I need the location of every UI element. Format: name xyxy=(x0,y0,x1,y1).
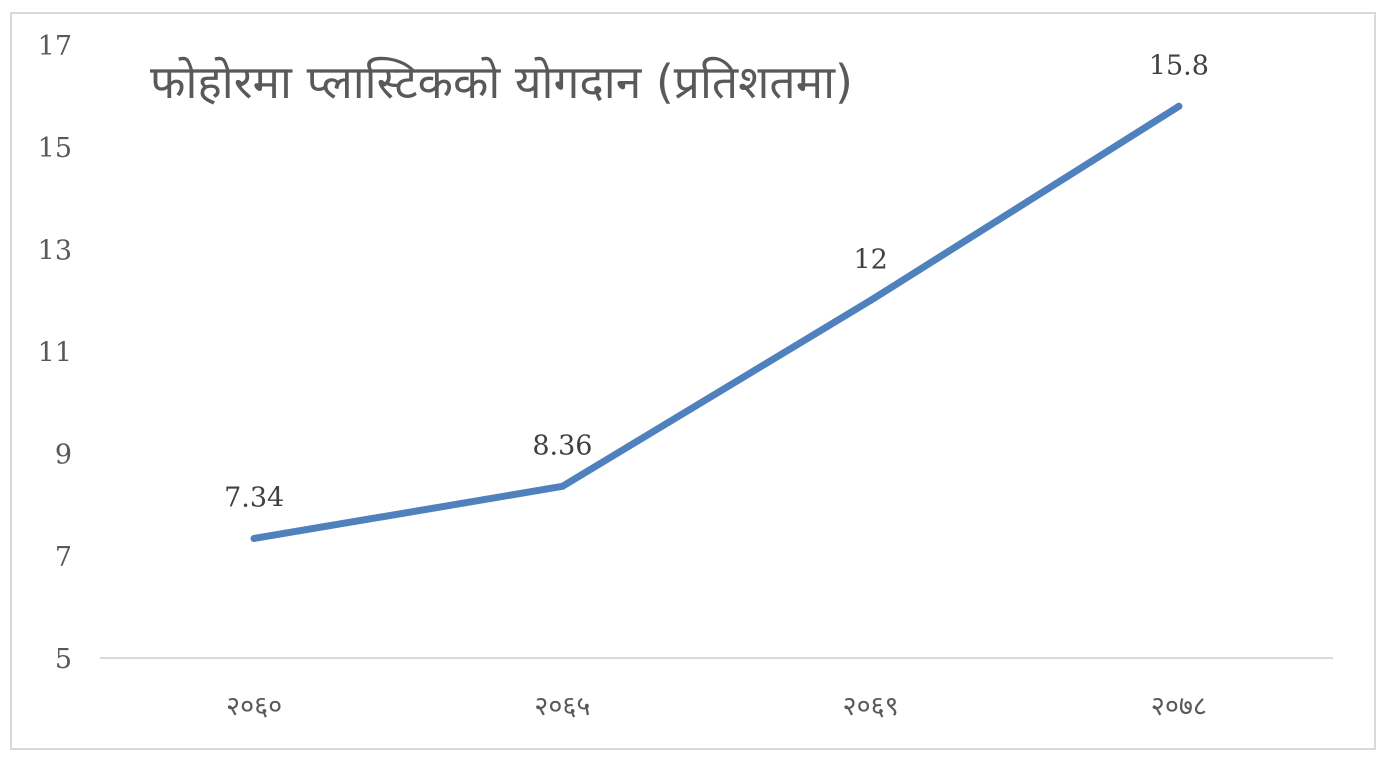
y-tick-label: 9 xyxy=(55,440,72,471)
data-point xyxy=(250,534,258,542)
series-line xyxy=(250,102,1183,542)
data-points xyxy=(250,102,1183,542)
data-label: 12 xyxy=(853,244,887,275)
y-tick-label: 13 xyxy=(38,235,72,266)
data-labels: 7.34 8.36 12 15.8 xyxy=(224,50,1209,513)
data-point xyxy=(558,482,566,490)
y-axis-ticks: 5 7 9 11 13 15 17 xyxy=(38,31,72,675)
y-tick-label: 7 xyxy=(55,542,72,573)
data-label: 8.36 xyxy=(532,430,592,461)
x-tick-label: २०६० xyxy=(226,691,282,722)
y-tick-label: 15 xyxy=(38,133,72,164)
chart-title: फोहोरमा प्लास्टिकको योगदान (प्रतिशतमा) xyxy=(150,55,853,109)
y-tick-label: 11 xyxy=(38,338,72,369)
y-tick-label: 17 xyxy=(38,31,72,62)
x-tick-label: २०६९ xyxy=(843,691,899,722)
x-tick-label: २०६५ xyxy=(534,691,590,722)
x-axis-ticks: २०६० २०६५ २०६९ २०७८ xyxy=(226,691,1207,722)
data-point xyxy=(867,296,875,304)
data-point xyxy=(1175,102,1183,110)
data-label: 7.34 xyxy=(224,482,284,513)
x-tick-label: २०७८ xyxy=(1151,691,1207,722)
y-tick-label: 5 xyxy=(55,644,72,675)
chart-frame xyxy=(10,12,1376,750)
data-label: 15.8 xyxy=(1149,50,1209,81)
